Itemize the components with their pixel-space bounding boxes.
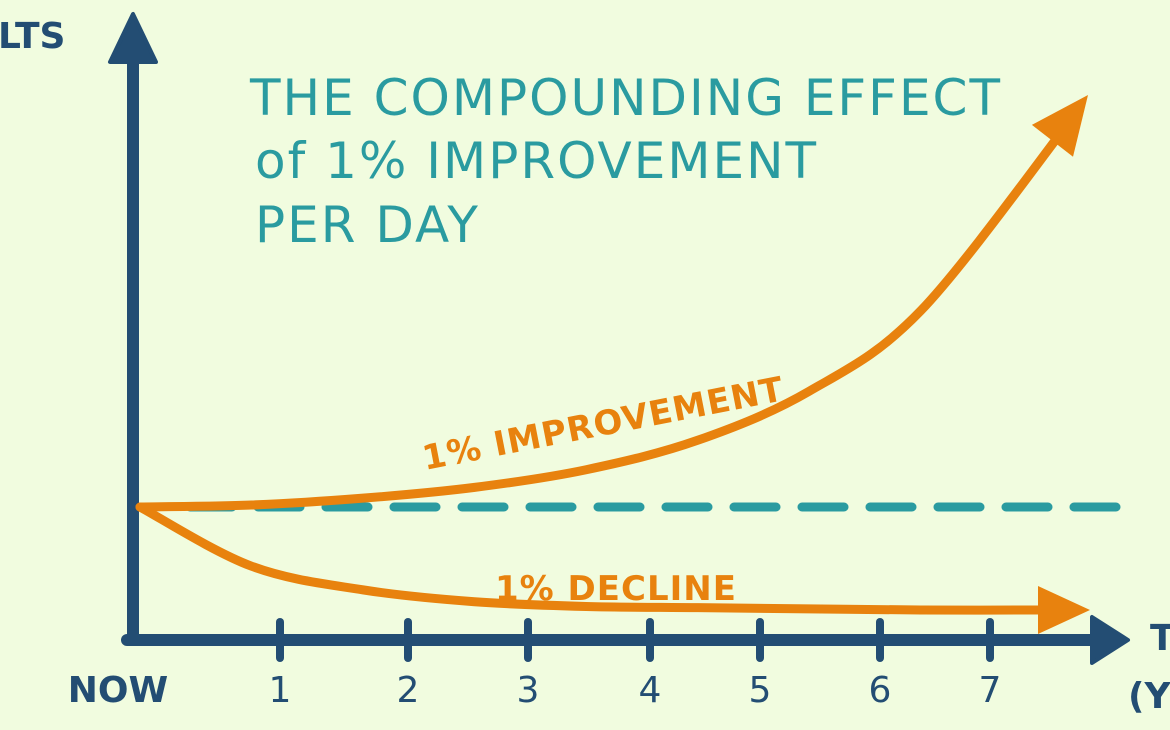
x-tick-labels: NOW 1 2 3 4 5 6 7	[68, 670, 1002, 711]
title-line-1: THE COMPOUNDING EFFECT	[249, 69, 1002, 127]
series-arrowhead-decline	[1038, 586, 1090, 634]
x-tick-label-1: 1	[269, 670, 292, 711]
x-ticks	[276, 618, 994, 662]
series-label-decline: 1% DECLINE	[495, 569, 737, 609]
y-axis-arrowhead	[108, 12, 158, 64]
x-tick-label-0: NOW	[68, 670, 168, 711]
x-tick-label-7: 7	[979, 670, 1002, 711]
y-axis-label: LTS	[0, 16, 65, 57]
series-line-decline	[135, 502, 1065, 615]
x-tick-label-6: 6	[869, 670, 892, 711]
series-line-improvement	[135, 116, 1075, 512]
x-tick-label-2: 2	[397, 670, 420, 711]
series-arrowhead-improvement	[1031, 95, 1088, 157]
title-line-2: of 1% IMPROVEMENT	[255, 132, 818, 190]
title-line-3: PER DAY	[255, 196, 480, 254]
x-tick-label-5: 5	[749, 670, 772, 711]
x-tick-label-3: 3	[517, 670, 540, 711]
x-axis-label: T	[1150, 618, 1170, 659]
chart-title: THE COMPOUNDING EFFECT of 1% IMPROVEMENT…	[249, 69, 1002, 254]
x-axis-unit-label: (Y	[1128, 676, 1170, 717]
x-axis-arrowhead	[1090, 615, 1130, 665]
x-tick-label-4: 4	[639, 670, 662, 711]
